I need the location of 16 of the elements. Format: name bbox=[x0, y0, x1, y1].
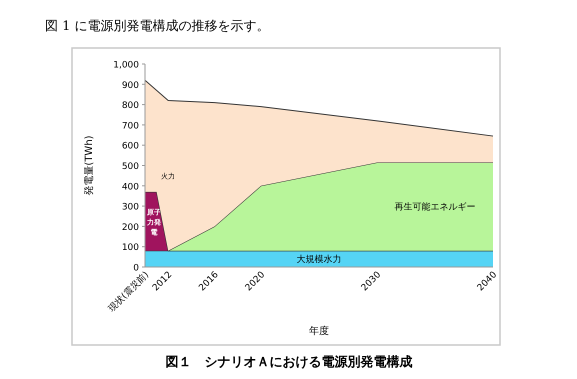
y-tick-label: 500 bbox=[122, 162, 140, 172]
y-tick-label: 1,000 bbox=[113, 60, 140, 70]
text: 図１ シナリオＡにおける電源別発電構成 bbox=[166, 355, 412, 370]
series-label: 再生可能エネルギー bbox=[394, 202, 476, 213]
y-axis-title: 発電量(TWh) bbox=[84, 135, 95, 196]
caption: 図 1 に電源別発電構成の推移を示す。 bbox=[45, 19, 270, 34]
y-tick-label: 100 bbox=[122, 243, 140, 254]
y-tick-label: 800 bbox=[122, 101, 140, 112]
series-label: 大規模水力 bbox=[296, 254, 342, 265]
y-tick-label: 700 bbox=[122, 121, 140, 132]
x-axis-title: 年度 bbox=[309, 325, 329, 337]
y-tick-label: 900 bbox=[122, 80, 140, 91]
y-tick-label: 200 bbox=[122, 222, 140, 233]
y-tick-label: 400 bbox=[122, 182, 140, 192]
y-tick-label: 300 bbox=[122, 202, 140, 213]
y-tick-label: 600 bbox=[122, 142, 140, 152]
